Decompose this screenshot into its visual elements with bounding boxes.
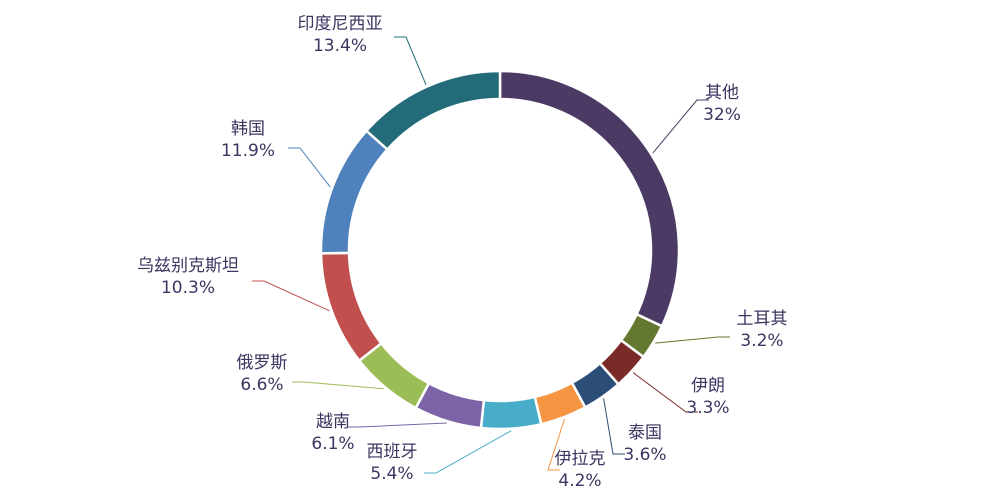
slice-value-label-0: 32%	[703, 105, 741, 125]
leader-line-7	[292, 381, 384, 390]
leader-line-4	[547, 418, 565, 471]
slice-value-label-2: 3.3%	[686, 398, 729, 418]
slice-name-label-8: 乌兹别克斯坦	[137, 256, 239, 276]
slice-0	[498, 69, 681, 328]
leader-line-10	[394, 36, 427, 85]
leader-line-0	[652, 99, 709, 154]
slice-name-label-6: 越南	[316, 412, 350, 432]
slices-group	[319, 69, 681, 431]
slice-name-label-4: 伊拉克	[555, 449, 606, 469]
slice-8	[319, 251, 384, 363]
slice-value-label-3: 3.6%	[623, 445, 666, 465]
slice-name-label-3: 泰国	[628, 423, 662, 443]
slice-value-label-4: 4.2%	[558, 471, 601, 491]
leader-line-8	[252, 280, 330, 312]
slice-value-label-9: 11.9%	[221, 141, 275, 161]
slice-name-label-7: 俄罗斯	[237, 353, 288, 373]
slice-value-label-10: 13.4%	[313, 36, 367, 56]
leader-line-1	[655, 336, 730, 344]
slice-5	[479, 395, 543, 431]
slice-10	[364, 69, 502, 152]
leader-line-5	[424, 430, 512, 474]
slice-name-label-2: 伊朗	[691, 376, 725, 396]
slice-name-label-0: 其他	[705, 83, 739, 103]
slice-value-label-5: 5.4%	[370, 464, 413, 484]
slice-value-label-7: 6.6%	[240, 375, 283, 395]
leader-line-3	[603, 398, 625, 455]
leader-line-9	[288, 147, 331, 188]
leader-line-2	[632, 372, 698, 413]
slice-name-label-10: 印度尼西亚	[298, 14, 383, 34]
slice-value-label-8: 10.3%	[161, 278, 215, 298]
slice-9	[319, 129, 390, 255]
leader-line-6	[348, 422, 447, 428]
slice-name-label-5: 西班牙	[367, 442, 418, 462]
leader-lines-group	[252, 36, 730, 474]
slice-name-label-1: 土耳其	[737, 309, 788, 329]
slice-name-label-9: 韩国	[231, 119, 265, 139]
slice-value-label-6: 6.1%	[311, 434, 354, 454]
slice-value-label-1: 3.2%	[740, 331, 783, 351]
